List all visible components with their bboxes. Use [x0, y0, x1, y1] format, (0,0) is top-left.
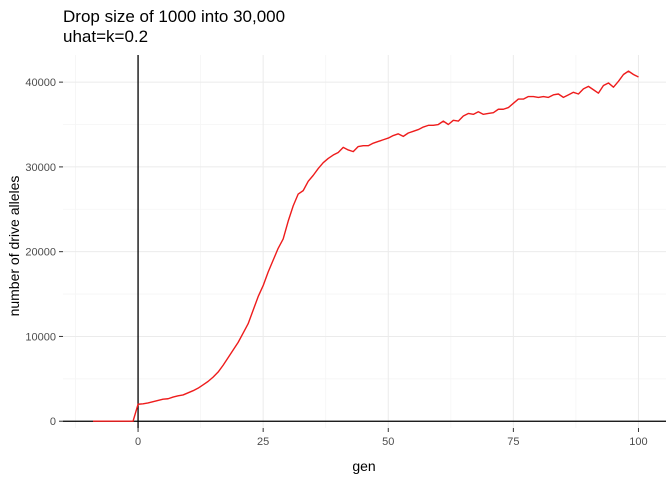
x-tick-label: 75 — [507, 436, 519, 448]
x-tick-label: 50 — [382, 436, 394, 448]
reference-lines — [63, 55, 666, 428]
x-tick-label: 25 — [257, 436, 269, 448]
y-tick-label: 20000 — [25, 247, 56, 259]
chart-title: Drop size of 1000 into 30,000 — [63, 7, 285, 26]
minor-gridlines — [63, 55, 666, 428]
x-axis-ticks: 0 25 50 75 100 — [135, 428, 648, 448]
x-axis-title: gen — [352, 458, 375, 474]
major-gridlines — [63, 55, 666, 428]
y-tick-label: 40000 — [25, 77, 56, 89]
x-tick-label: 0 — [135, 436, 141, 448]
y-axis-title: number of drive alleles — [6, 176, 22, 317]
chart-subtitle: uhat=k=0.2 — [63, 27, 148, 46]
y-tick-label: 10000 — [25, 331, 56, 343]
y-tick-label: 30000 — [25, 162, 56, 174]
y-axis-ticks: 0 10000 20000 30000 40000 — [25, 77, 63, 428]
data-series — [93, 70, 639, 422]
series-line-0 — [93, 70, 639, 422]
x-tick-label: 100 — [629, 436, 647, 448]
y-tick-label: 0 — [50, 416, 56, 428]
